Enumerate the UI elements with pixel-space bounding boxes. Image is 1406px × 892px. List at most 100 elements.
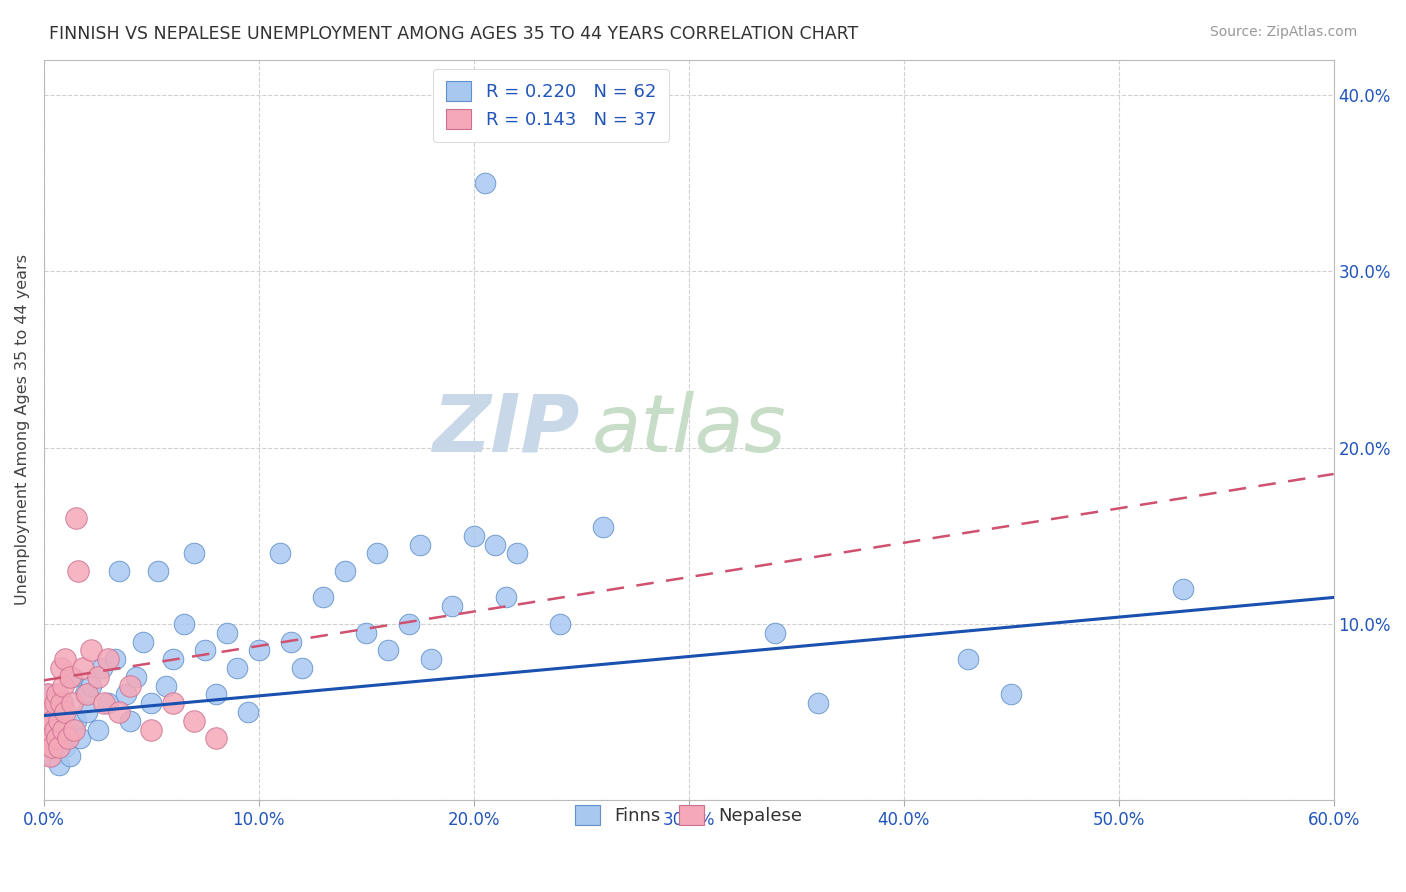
Point [55, 652, 77, 666]
Point [114, 687, 136, 701]
Point [44, 723, 66, 737]
Point [173, 616, 195, 631]
Point [37, 731, 59, 746]
Point [97, 652, 120, 666]
Point [141, 696, 163, 710]
Point [63, 723, 86, 737]
Text: Source: ZipAtlas.com: Source: ZipAtlas.com [1209, 25, 1357, 39]
Point [1000, 687, 1022, 701]
Point [60, 696, 83, 710]
Point [45, 731, 67, 746]
Point [65, 714, 87, 728]
Point [162, 652, 184, 666]
Point [65, 511, 87, 525]
Point [41, 714, 63, 728]
Point [194, 643, 217, 657]
Point [67, 564, 90, 578]
Point [215, 625, 238, 640]
Point [80, 643, 103, 657]
Point [48, 758, 70, 772]
Point [409, 537, 432, 551]
Point [155, 679, 177, 693]
Point [592, 520, 614, 534]
Point [69, 731, 91, 746]
Point [39, 749, 62, 764]
Point [59, 749, 82, 764]
Point [291, 661, 314, 675]
Point [45, 705, 67, 719]
Point [44, 731, 66, 746]
Point [49, 661, 72, 675]
Point [41, 749, 63, 764]
Point [108, 705, 131, 719]
Point [474, 176, 496, 190]
Point [37, 687, 59, 701]
Point [807, 696, 830, 710]
Point [205, 731, 228, 746]
Point [55, 740, 77, 755]
Point [39, 705, 62, 719]
Point [59, 670, 82, 684]
Point [35, 723, 58, 737]
Point [73, 687, 96, 701]
Point [377, 643, 399, 657]
Point [183, 546, 205, 560]
Point [1173, 582, 1195, 596]
Point [183, 714, 205, 728]
Point [45, 687, 67, 701]
Point [49, 696, 72, 710]
Point [236, 705, 259, 719]
Point [55, 705, 77, 719]
Point [49, 723, 72, 737]
Point [280, 634, 302, 648]
Point [108, 564, 131, 578]
Point [957, 652, 980, 666]
Text: ZIP: ZIP [432, 391, 579, 469]
Point [548, 616, 571, 631]
Point [132, 634, 155, 648]
Point [93, 696, 115, 710]
Point [86, 723, 108, 737]
Point [312, 591, 335, 605]
Point [90, 661, 112, 675]
Point [35, 740, 58, 755]
Legend: Finns, Nepalese: Finns, Nepalese [564, 794, 814, 836]
Point [269, 546, 291, 560]
Point [506, 546, 529, 560]
Text: FINNISH VS NEPALESE UNEMPLOYMENT AMONG AGES 35 TO 44 YEARS CORRELATION CHART: FINNISH VS NEPALESE UNEMPLOYMENT AMONG A… [49, 25, 859, 43]
Point [118, 714, 141, 728]
Point [205, 687, 228, 701]
Point [419, 652, 441, 666]
Point [48, 714, 70, 728]
Point [333, 564, 356, 578]
Point [52, 723, 75, 737]
Point [463, 529, 485, 543]
Point [80, 679, 103, 693]
Point [104, 652, 127, 666]
Point [484, 537, 506, 551]
Point [76, 705, 98, 719]
Point [60, 670, 83, 684]
Point [441, 599, 464, 614]
Point [162, 696, 184, 710]
Point [356, 625, 378, 640]
Point [366, 546, 388, 560]
Point [52, 679, 75, 693]
Point [41, 740, 63, 755]
Point [72, 661, 94, 675]
Point [146, 564, 169, 578]
Point [39, 714, 62, 728]
Point [37, 687, 59, 701]
Point [125, 670, 148, 684]
Point [97, 696, 120, 710]
Y-axis label: Unemployment Among Ages 35 to 44 years: Unemployment Among Ages 35 to 44 years [15, 254, 30, 606]
Point [763, 625, 786, 640]
Point [495, 591, 517, 605]
Point [226, 661, 249, 675]
Point [44, 696, 66, 710]
Text: atlas: atlas [592, 391, 787, 469]
Point [52, 696, 75, 710]
Point [76, 687, 98, 701]
Point [141, 723, 163, 737]
Point [398, 616, 420, 631]
